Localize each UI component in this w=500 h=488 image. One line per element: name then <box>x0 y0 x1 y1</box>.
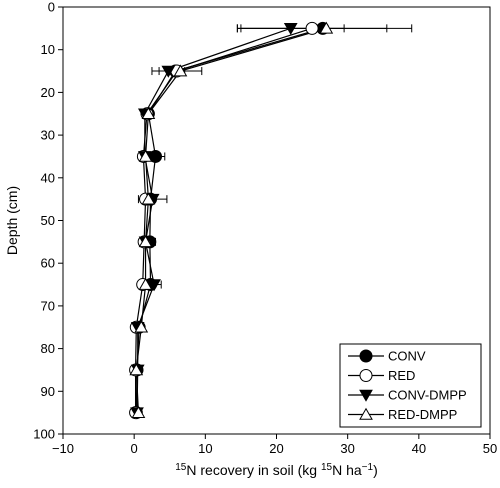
series-conv-dmpp-errorbars <box>137 24 345 289</box>
series-red-points <box>129 21 319 420</box>
data-point-open-triangle-up <box>129 363 144 376</box>
y-tick-label: 30 <box>41 128 55 143</box>
series-conv-line-group <box>135 27 323 413</box>
series-line <box>135 27 323 413</box>
series-red-dmpp-line-group <box>135 27 327 413</box>
y-tick-label: 20 <box>41 85 55 100</box>
series-line <box>134 27 313 413</box>
x-tick-label: 0 <box>131 441 138 456</box>
data-point-open-triangle-up <box>138 277 153 290</box>
y-tick-label: 10 <box>41 42 55 57</box>
data-point-open-triangle-up <box>141 192 156 205</box>
series-conv-points <box>129 21 330 420</box>
data-point-filled-circle <box>359 349 373 363</box>
legend-item-conv: CONV <box>348 349 426 364</box>
data-point-filled-triangle-down <box>283 23 298 36</box>
data-point-filled-triangle-down <box>147 279 161 292</box>
data-point-open-circle <box>359 369 373 382</box>
x-tick-label: 40 <box>412 441 426 456</box>
x-tick-label: 30 <box>340 441 354 456</box>
legend: CONV RED CONV-DMPP RED-DMPP <box>339 343 482 428</box>
data-point-open-triangle-up <box>131 405 146 418</box>
series-layer <box>129 21 413 420</box>
data-point-open-triangle-up <box>359 407 373 420</box>
data-point-open-triangle-up <box>141 107 156 120</box>
series-red-dmpp-points <box>129 21 334 418</box>
y-tick-label: 60 <box>41 256 55 271</box>
x-axis-ticks: −10 0 10 20 30 40 50 <box>52 434 497 456</box>
data-point-open-triangle-up <box>319 21 334 34</box>
y-tick-label: 50 <box>41 213 55 228</box>
data-point-open-triangle-up <box>138 235 153 248</box>
data-point-open-triangle-up <box>173 64 188 77</box>
x-tick-label: 10 <box>198 441 212 456</box>
legend-item-red: RED <box>348 368 415 383</box>
legend-item-conv-dmpp: CONV-DMPP <box>348 388 467 403</box>
x-tick-label: −10 <box>52 441 74 456</box>
legend-label: RED-DMPP <box>388 407 457 422</box>
y-axis-title: Depth (cm) <box>4 186 20 255</box>
y-tick-label: 90 <box>41 384 55 399</box>
x-tick-label: 50 <box>483 441 497 456</box>
y-tick-label: 80 <box>41 341 55 356</box>
series-conv-dmpp-line-group <box>136 27 291 413</box>
legend-label: CONV <box>388 349 426 364</box>
legend-label: RED <box>388 368 415 383</box>
x-tick-label: 20 <box>269 441 283 456</box>
series-red-line-group <box>134 27 313 413</box>
data-point-filled-triangle-down <box>359 389 373 402</box>
series-red-dmpp-errorbars <box>158 24 413 76</box>
y-tick-label: 70 <box>41 298 55 313</box>
legend-label: CONV-DMPP <box>388 388 467 403</box>
y-tick-label: 40 <box>41 170 55 185</box>
y-axis-ticks: 0 10 20 30 40 50 60 70 80 90 100 <box>33 0 63 442</box>
data-point-open-triangle-up <box>138 149 153 162</box>
legend-item-red-dmpp: RED-DMPP <box>348 407 457 422</box>
y-tick-label: 0 <box>48 0 55 15</box>
data-point-filled-triangle-down <box>161 65 176 78</box>
series-conv-dmpp-points <box>130 23 298 420</box>
series-line <box>136 27 291 413</box>
x-axis-title: 15N recovery in soil (kg 15N ha−1) <box>175 462 378 479</box>
y-tick-label: 100 <box>33 427 55 442</box>
data-point-open-triangle-up <box>134 320 149 333</box>
series-line <box>135 27 327 413</box>
data-point-open-circle <box>305 21 319 35</box>
